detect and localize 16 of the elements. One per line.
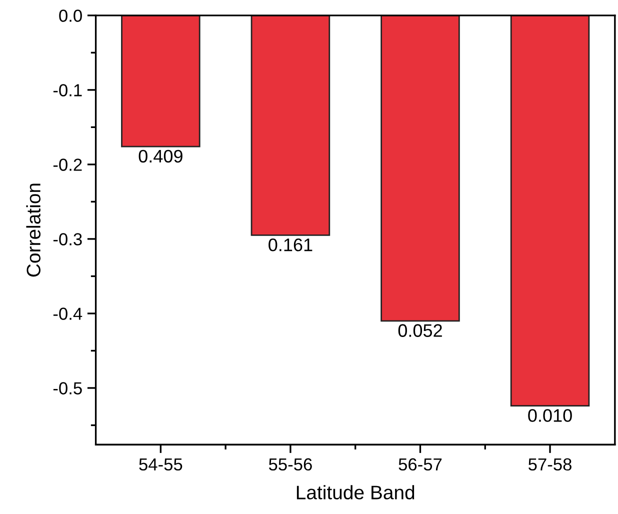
annotation: 0.010 [528, 409, 572, 422]
y-tick-label: -0.3 [53, 233, 82, 246]
x-tick-label: 56-57 [398, 458, 442, 471]
x-tick-label: 57-58 [528, 458, 572, 471]
y-tick-label: -0.5 [53, 382, 82, 394]
annotation: 0.161 [268, 238, 312, 252]
x-tick-label: 55-56 [268, 458, 312, 471]
annotation: 0.409 [138, 150, 182, 163]
annotation: 0.052 [398, 324, 442, 337]
y-axis-title: Correlation [26, 184, 41, 277]
y-tick-label: -0.4 [53, 308, 82, 320]
x-axis-title: Latitude Band [296, 485, 414, 500]
y-tick-label: 0.0 [59, 10, 82, 22]
x-tick-label: 54-55 [139, 458, 182, 471]
y-tick-label: -0.2 [53, 158, 82, 171]
y-tick-label: -0.1 [53, 84, 82, 96]
